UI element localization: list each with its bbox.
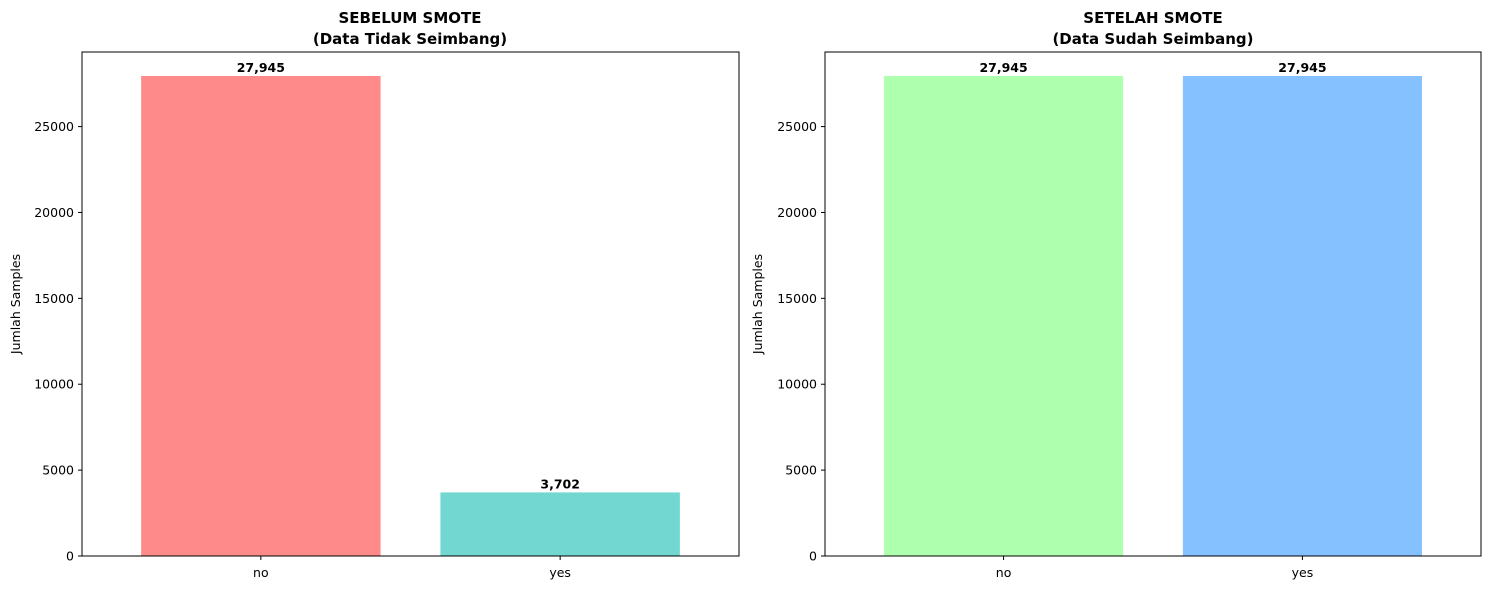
plot-frame — [824, 51, 1482, 557]
y-tick-label-15000: 15000 — [777, 291, 817, 306]
y-tick-label-10000: 10000 — [34, 377, 74, 392]
y-tick-label-0: 0 — [809, 549, 817, 564]
data-label-no: 27,945 — [237, 60, 285, 75]
bar-no — [884, 75, 1124, 556]
chart-panel-1: SEBELUM SMOTE (Data Tidak Seimbang) 27,945… — [8, 9, 740, 580]
y-tick-label-0: 0 — [66, 549, 74, 564]
x-tick-label-no: no — [996, 565, 1012, 580]
bar-no — [141, 75, 381, 556]
chart-title-line-2: (Data Sudah Seimbang) — [1052, 30, 1253, 48]
chart-title-line-1: SETELAH SMOTE — [1083, 9, 1222, 27]
y-axis-label: Jumlah Samples — [8, 254, 23, 355]
y-tick-label-10000: 10000 — [777, 377, 817, 392]
x-tick-label-no: no — [253, 565, 269, 580]
bar-yes — [1182, 75, 1422, 556]
y-tick-label-20000: 20000 — [777, 205, 817, 220]
y-tick-label-20000: 20000 — [34, 205, 74, 220]
y-axis-label: Jumlah Samples — [750, 254, 765, 355]
data-label-yes: 3,702 — [540, 476, 580, 491]
y-tick-label-5000: 5000 — [785, 463, 817, 478]
x-tick-label-yes: yes — [549, 565, 571, 580]
chart-title-line-2: (Data Tidak Seimbang) — [313, 30, 507, 48]
data-label-no: 27,945 — [979, 60, 1027, 75]
plot-frame — [81, 51, 740, 557]
y-tick-label-5000: 5000 — [42, 463, 74, 478]
y-tick-label-25000: 25000 — [777, 119, 817, 134]
x-tick-label-yes: yes — [1292, 565, 1314, 580]
bar-yes — [440, 492, 680, 556]
chart-panel-2: SETELAH SMOTE (Data Sudah Seimbang) 27,945… — [750, 9, 1482, 580]
y-tick-label-15000: 15000 — [34, 291, 74, 306]
chart-title-line-1: SEBELUM SMOTE — [338, 9, 481, 27]
data-label-yes: 27,945 — [1278, 60, 1326, 75]
y-tick-label-25000: 25000 — [34, 119, 74, 134]
